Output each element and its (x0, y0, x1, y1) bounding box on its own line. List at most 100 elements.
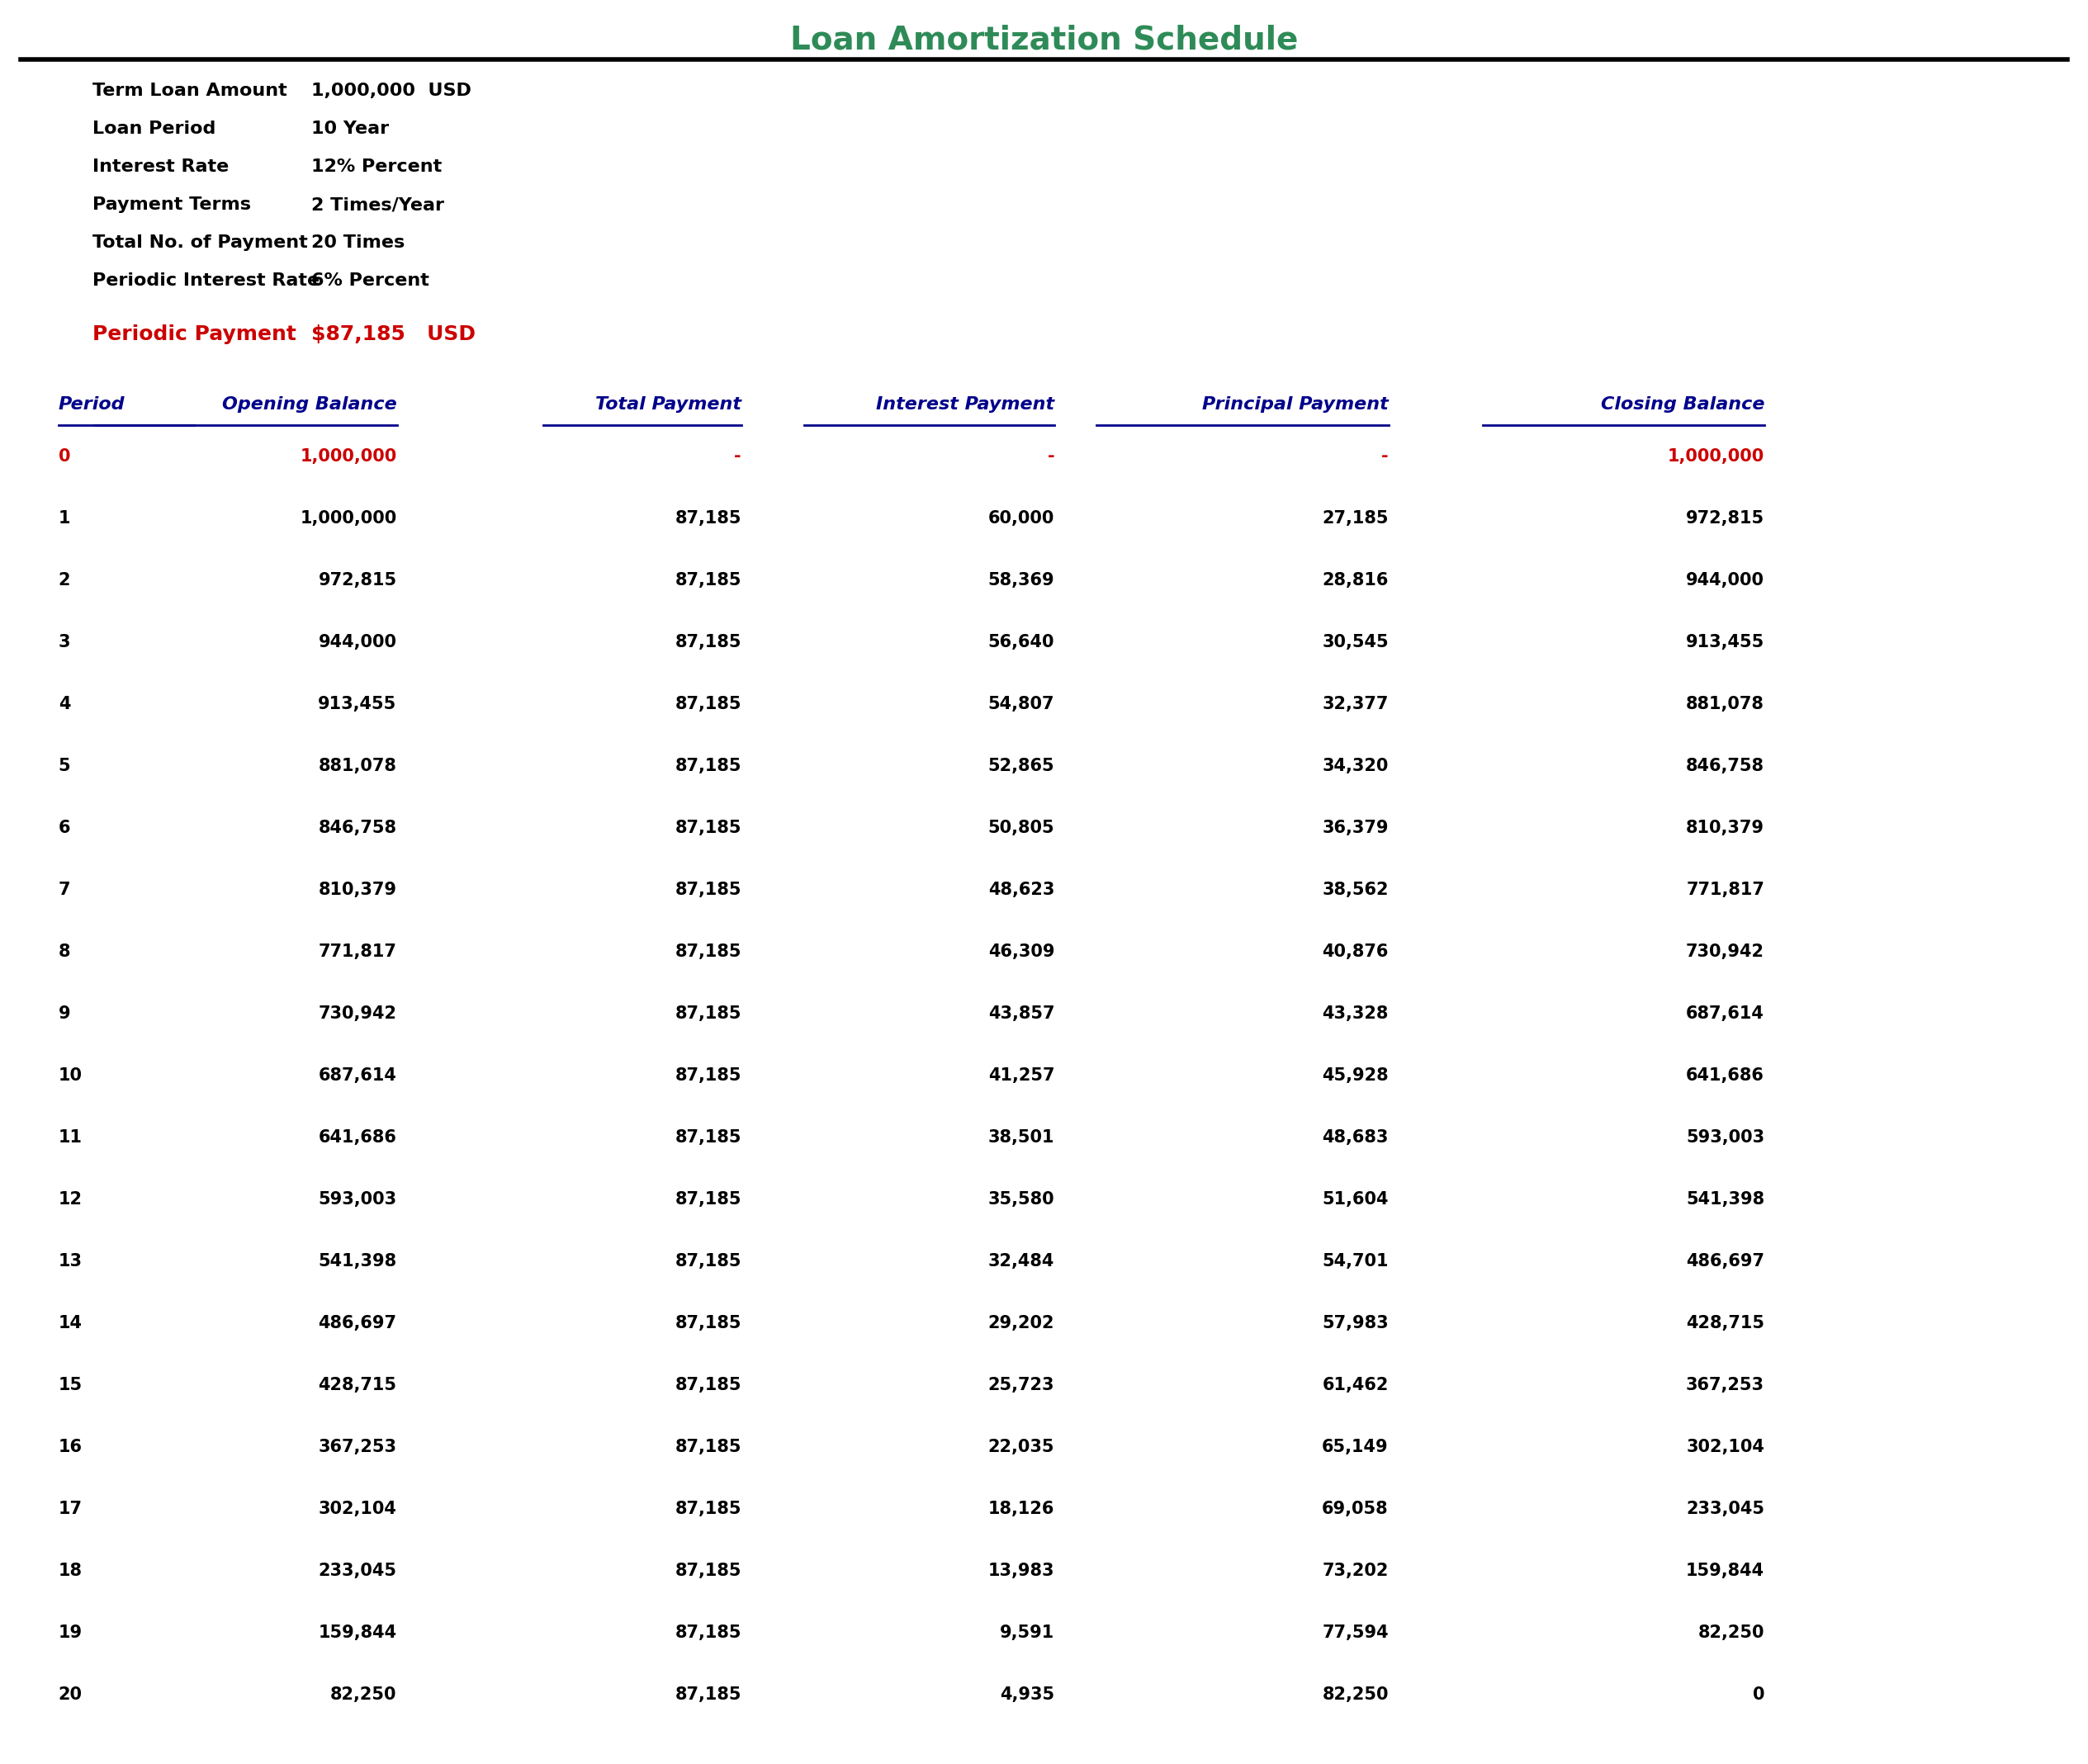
Text: 41,257: 41,257 (988, 1067, 1054, 1083)
Text: 913,455: 913,455 (317, 695, 397, 713)
Text: 48,683: 48,683 (1322, 1129, 1389, 1147)
Text: 641,686: 641,686 (317, 1129, 397, 1147)
Text: 2 Times/Year: 2 Times/Year (311, 196, 445, 213)
Text: 87,185: 87,185 (674, 1501, 741, 1517)
Text: 13: 13 (58, 1252, 81, 1270)
Text: 11: 11 (58, 1129, 81, 1147)
Text: 730,942: 730,942 (1685, 944, 1764, 960)
Text: 687,614: 687,614 (1685, 1005, 1764, 1021)
Text: 771,817: 771,817 (317, 944, 397, 960)
Text: 87,185: 87,185 (674, 1252, 741, 1270)
Text: 87,185: 87,185 (674, 1129, 741, 1147)
Text: 54,701: 54,701 (1322, 1252, 1389, 1270)
Text: 0: 0 (1752, 1686, 1764, 1702)
Text: 43,857: 43,857 (988, 1005, 1054, 1021)
Text: 45,928: 45,928 (1322, 1067, 1389, 1083)
Text: 87,185: 87,185 (674, 1686, 741, 1702)
Text: 593,003: 593,003 (317, 1191, 397, 1208)
Text: 1,000,000: 1,000,000 (301, 510, 397, 527)
Text: 56,640: 56,640 (988, 633, 1054, 651)
Text: 22,035: 22,035 (988, 1439, 1054, 1455)
Text: 73,202: 73,202 (1322, 1563, 1389, 1579)
Text: Principal Payment: Principal Payment (1203, 397, 1389, 413)
Text: 46,309: 46,309 (988, 944, 1054, 960)
Text: 13,983: 13,983 (988, 1563, 1054, 1579)
Text: Periodic Payment: Periodic Payment (92, 325, 296, 344)
Text: 1,000,000: 1,000,000 (301, 448, 397, 464)
Text: 87,185: 87,185 (674, 882, 741, 898)
Text: 87,185: 87,185 (674, 695, 741, 713)
Text: -: - (735, 448, 741, 464)
Text: 14: 14 (58, 1314, 81, 1332)
Text: 9,591: 9,591 (1000, 1625, 1054, 1641)
Text: Term Loan Amount: Term Loan Amount (92, 83, 288, 99)
Text: 972,815: 972,815 (317, 572, 397, 589)
Text: 881,078: 881,078 (317, 759, 397, 774)
Text: 2: 2 (58, 572, 71, 589)
Text: 51,604: 51,604 (1322, 1191, 1389, 1208)
Text: 593,003: 593,003 (1685, 1129, 1764, 1147)
Text: Opening Balance: Opening Balance (221, 397, 397, 413)
Text: 35,580: 35,580 (988, 1191, 1054, 1208)
Text: Closing Balance: Closing Balance (1601, 397, 1764, 413)
Text: 641,686: 641,686 (1685, 1067, 1764, 1083)
Text: 87,185: 87,185 (674, 759, 741, 774)
Text: 32,484: 32,484 (988, 1252, 1054, 1270)
Text: 3: 3 (58, 633, 71, 651)
Text: 43,328: 43,328 (1322, 1005, 1389, 1021)
Text: 61,462: 61,462 (1322, 1378, 1389, 1394)
Text: Interest Payment: Interest Payment (877, 397, 1054, 413)
Text: 82,250: 82,250 (330, 1686, 397, 1702)
Text: 12% Percent: 12% Percent (311, 159, 443, 175)
Text: 69,058: 69,058 (1322, 1501, 1389, 1517)
Text: 28,816: 28,816 (1322, 572, 1389, 589)
Text: 302,104: 302,104 (317, 1501, 397, 1517)
Text: 87,185: 87,185 (674, 1067, 741, 1083)
Text: 48,623: 48,623 (988, 882, 1054, 898)
Text: 87,185: 87,185 (674, 1005, 741, 1021)
Text: -: - (1382, 448, 1389, 464)
Text: 159,844: 159,844 (317, 1625, 397, 1641)
Text: 15: 15 (58, 1378, 84, 1394)
Text: 428,715: 428,715 (1685, 1314, 1764, 1332)
Text: 87,185: 87,185 (674, 1625, 741, 1641)
Text: 38,501: 38,501 (988, 1129, 1054, 1147)
Text: 846,758: 846,758 (317, 820, 397, 836)
Text: 10: 10 (58, 1067, 81, 1083)
Text: 50,805: 50,805 (988, 820, 1054, 836)
Text: Loan Period: Loan Period (92, 120, 215, 138)
Text: 34,320: 34,320 (1322, 759, 1389, 774)
Text: 367,253: 367,253 (1685, 1378, 1764, 1394)
Text: 25,723: 25,723 (988, 1378, 1054, 1394)
Text: 730,942: 730,942 (317, 1005, 397, 1021)
Text: -: - (1048, 448, 1054, 464)
Text: 82,250: 82,250 (1322, 1686, 1389, 1702)
Text: 57,983: 57,983 (1322, 1314, 1389, 1332)
Text: 87,185: 87,185 (674, 1378, 741, 1394)
Text: 6: 6 (58, 820, 71, 836)
Text: 87,185: 87,185 (674, 633, 741, 651)
Text: 87,185: 87,185 (674, 944, 741, 960)
Text: 486,697: 486,697 (1685, 1252, 1764, 1270)
Text: 87,185: 87,185 (674, 510, 741, 527)
Text: 4: 4 (58, 695, 71, 713)
Text: 541,398: 541,398 (317, 1252, 397, 1270)
Text: 19: 19 (58, 1625, 84, 1641)
Text: Payment Terms: Payment Terms (92, 196, 251, 213)
Text: 944,000: 944,000 (1685, 572, 1764, 589)
Text: 18: 18 (58, 1563, 81, 1579)
Text: 77,594: 77,594 (1322, 1625, 1389, 1641)
Text: 29,202: 29,202 (988, 1314, 1054, 1332)
Text: 40,876: 40,876 (1322, 944, 1389, 960)
Text: 486,697: 486,697 (317, 1314, 397, 1332)
Text: 87,185: 87,185 (674, 1314, 741, 1332)
Text: 810,379: 810,379 (317, 882, 397, 898)
Text: 20 Times: 20 Times (311, 235, 405, 250)
Text: 32,377: 32,377 (1322, 695, 1389, 713)
Text: 428,715: 428,715 (317, 1378, 397, 1394)
Text: 771,817: 771,817 (1685, 882, 1764, 898)
Text: $87,185   USD: $87,185 USD (311, 325, 476, 344)
Text: 233,045: 233,045 (1685, 1501, 1764, 1517)
Text: 82,250: 82,250 (1698, 1625, 1764, 1641)
Text: 1,000,000  USD: 1,000,000 USD (311, 83, 472, 99)
